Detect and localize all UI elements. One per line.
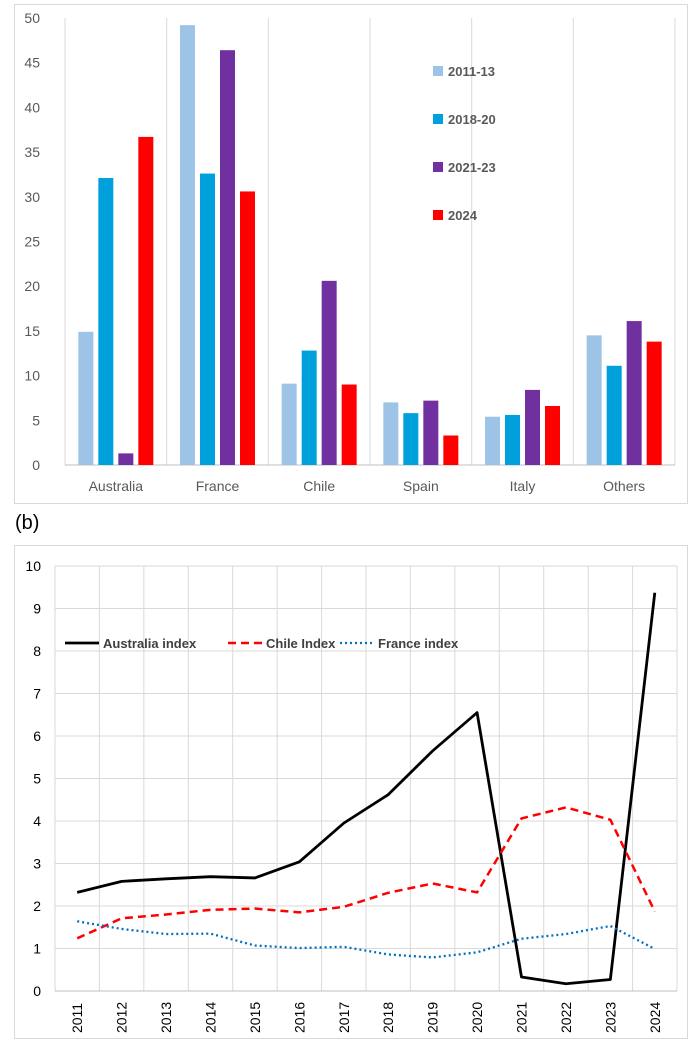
bar bbox=[118, 453, 134, 465]
x-tick-label: 2013 bbox=[158, 1002, 174, 1033]
bar bbox=[341, 384, 357, 465]
bar bbox=[180, 25, 195, 465]
bar bbox=[138, 136, 154, 466]
x-tick-label: France bbox=[196, 478, 240, 494]
legend-swatch bbox=[433, 66, 443, 76]
bar bbox=[281, 383, 297, 465]
y-tick-label: 35 bbox=[24, 144, 40, 160]
bar bbox=[443, 435, 459, 465]
bar bbox=[505, 414, 520, 465]
y-tick-label: 10 bbox=[24, 368, 40, 384]
legend-label: Australia index bbox=[103, 636, 197, 651]
bar bbox=[606, 365, 622, 465]
x-tick-label: 2024 bbox=[647, 1002, 663, 1033]
x-tick-label: Australia bbox=[89, 478, 144, 494]
y-tick-label: 25 bbox=[24, 234, 40, 250]
legend-label: Chile Index bbox=[266, 636, 336, 651]
bar bbox=[586, 335, 602, 465]
x-tick-label: Others bbox=[603, 478, 645, 494]
bar bbox=[423, 400, 439, 465]
legend-swatch bbox=[433, 162, 443, 172]
y-tick-label: 20 bbox=[24, 278, 40, 294]
y-tick-label: 45 bbox=[24, 55, 40, 71]
x-tick-label: 2015 bbox=[247, 1002, 263, 1033]
bar bbox=[98, 178, 114, 465]
bar-chart-panel: 0 5 10 15 20 25 30 35 40 45 50 Australia France Chile… bbox=[14, 4, 688, 504]
x-tick-label: 2011 bbox=[69, 1003, 85, 1033]
x-tick-label: 2021 bbox=[514, 1002, 530, 1033]
x-tick-label: 2023 bbox=[602, 1002, 618, 1033]
y-tick-label: 5 bbox=[32, 412, 40, 428]
x-tick-label: Chile bbox=[303, 478, 335, 494]
bar bbox=[321, 280, 337, 465]
y-tick-label: 6 bbox=[33, 728, 41, 744]
x-tick-label: 2014 bbox=[203, 1002, 219, 1033]
legend-label: 2018-20 bbox=[448, 112, 496, 127]
bar bbox=[545, 405, 560, 465]
panel-b-label: (b) bbox=[15, 512, 40, 534]
y-tick-label: 30 bbox=[24, 189, 40, 205]
line-chart: 0 1 2 3 4 5 6 7 8 9 10 2011 2012 2013 2014 2015 2016 2017… bbox=[25, 558, 678, 1033]
bar bbox=[383, 402, 399, 465]
y-tick-label: 10 bbox=[25, 558, 41, 574]
y-tick-label: 50 bbox=[24, 10, 40, 26]
legend-swatch bbox=[433, 210, 443, 220]
y-tick-label: 2 bbox=[33, 898, 41, 914]
bar bbox=[240, 191, 255, 465]
y-tick-label: 40 bbox=[24, 99, 40, 115]
bar bbox=[485, 416, 500, 465]
bar-chart: 0 5 10 15 20 25 30 35 40 45 50 Australia France Chile… bbox=[24, 10, 676, 494]
y-tick-label: 0 bbox=[32, 457, 40, 473]
x-tick-label: 2020 bbox=[469, 1002, 485, 1033]
bar bbox=[200, 173, 215, 465]
bar bbox=[78, 331, 94, 465]
bar bbox=[646, 341, 662, 465]
bar bbox=[301, 350, 317, 465]
x-tick-label: 2019 bbox=[425, 1002, 441, 1033]
y-tick-label: 9 bbox=[33, 601, 41, 617]
series-line bbox=[77, 920, 656, 959]
x-tick-label: 2012 bbox=[114, 1002, 130, 1033]
y-tick-label: 7 bbox=[33, 686, 41, 702]
x-tick-label: Spain bbox=[403, 478, 439, 494]
bar bbox=[525, 389, 540, 465]
line-chart-panel: 0 1 2 3 4 5 6 7 8 9 10 2011 2012 2013 2014 2015 2016 2017… bbox=[14, 545, 688, 1039]
y-tick-label: 15 bbox=[24, 323, 40, 339]
y-tick-label: 0 bbox=[33, 983, 41, 999]
bar bbox=[626, 321, 642, 465]
y-tick-label: 5 bbox=[33, 771, 41, 787]
legend-swatch bbox=[433, 114, 443, 124]
legend-label: France index bbox=[378, 636, 459, 651]
legend-label: 2011-13 bbox=[448, 64, 495, 79]
legend-label: 2024 bbox=[448, 208, 478, 223]
series-line bbox=[76, 592, 657, 986]
series-line bbox=[76, 806, 656, 940]
bar bbox=[220, 50, 235, 466]
x-tick-label: 2018 bbox=[380, 1002, 396, 1033]
x-tick-label: 2022 bbox=[558, 1002, 574, 1033]
legend-label: 2021-23 bbox=[448, 160, 496, 175]
y-tick-label: 3 bbox=[33, 856, 41, 872]
x-tick-label: 2017 bbox=[336, 1002, 352, 1033]
y-tick-label: 8 bbox=[33, 643, 41, 659]
y-tick-label: 1 bbox=[33, 941, 41, 957]
x-tick-label: Italy bbox=[510, 478, 536, 494]
x-tick-label: 2016 bbox=[291, 1002, 307, 1033]
bar bbox=[403, 413, 419, 465]
y-tick-label: 4 bbox=[33, 813, 41, 829]
